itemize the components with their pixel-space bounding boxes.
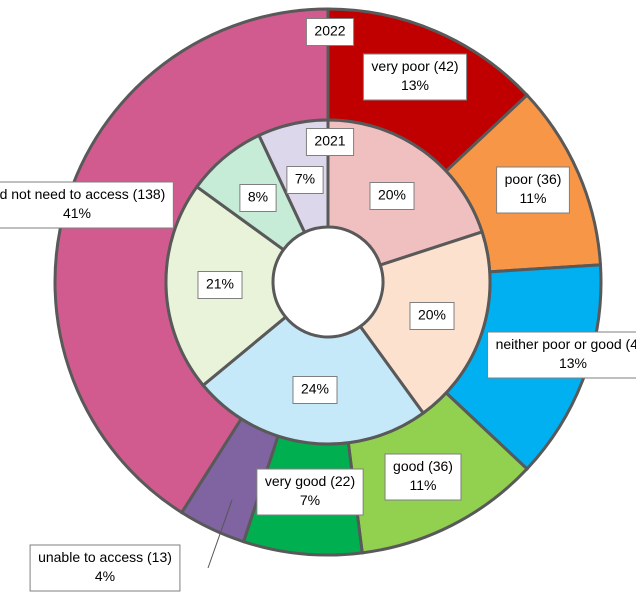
label-text: very poor (42) bbox=[371, 58, 458, 74]
label-text: 7% bbox=[295, 171, 315, 187]
label-box bbox=[0, 181, 174, 229]
label-text: good (36) bbox=[393, 458, 453, 474]
inner-label: 24% bbox=[292, 376, 338, 404]
label-text: 11% bbox=[410, 477, 437, 493]
label-box bbox=[305, 18, 355, 46]
inner-label: 20% bbox=[369, 182, 415, 210]
label-text: 7% bbox=[300, 492, 320, 508]
label-text: 4% bbox=[95, 568, 115, 584]
label-text: 2021 bbox=[314, 133, 345, 149]
label-box bbox=[369, 182, 415, 210]
label-text: did not need to access (138) bbox=[0, 186, 165, 202]
label-text: 20% bbox=[378, 187, 406, 203]
series-name: 2022 bbox=[305, 18, 355, 46]
inner-label: 20% bbox=[409, 302, 455, 330]
label-text: very good (22) bbox=[265, 473, 355, 489]
label-text: 21% bbox=[206, 276, 234, 292]
series-name: 2021 bbox=[305, 128, 355, 156]
label-box bbox=[256, 468, 364, 516]
label-text: 41% bbox=[63, 205, 91, 221]
inner-label: 21% bbox=[197, 271, 243, 299]
label-box bbox=[305, 128, 355, 156]
outer-label: did not need to access (138) 41% bbox=[0, 181, 174, 229]
label-box bbox=[496, 166, 570, 214]
outer-label: unable to access (13) 4% bbox=[29, 544, 181, 592]
label-text: neither poor or good (45) bbox=[496, 336, 636, 352]
label-box bbox=[362, 53, 468, 101]
label-text: 13% bbox=[559, 355, 587, 371]
inner-label: 8% bbox=[239, 184, 277, 212]
label-text: 11% bbox=[520, 190, 547, 206]
label-text: unable to access (13) bbox=[38, 549, 172, 565]
outer-label: good (36) 11% bbox=[384, 453, 462, 501]
label-box bbox=[409, 302, 455, 330]
label-text: 8% bbox=[248, 189, 268, 205]
outer-label: very poor (42) 13% bbox=[362, 53, 468, 101]
outer-label: very good (22) 7% bbox=[256, 468, 364, 516]
outer-label: neither poor or good (45) 13% bbox=[487, 331, 636, 379]
label-box bbox=[29, 544, 181, 592]
leader-line bbox=[207, 499, 233, 569]
label-box bbox=[239, 184, 277, 212]
inner-label: 7% bbox=[286, 166, 324, 194]
label-text: 20% bbox=[418, 307, 446, 323]
label-text: 2022 bbox=[314, 23, 345, 39]
label-box bbox=[384, 453, 462, 501]
label-text: 24% bbox=[301, 381, 329, 397]
label-text: poor (36) bbox=[505, 171, 562, 187]
label-box bbox=[292, 376, 338, 404]
label-box bbox=[197, 271, 243, 299]
label-box bbox=[286, 166, 324, 194]
label-text: 13% bbox=[401, 77, 429, 93]
outer-label: poor (36) 11% bbox=[496, 166, 570, 214]
label-box bbox=[487, 331, 636, 379]
